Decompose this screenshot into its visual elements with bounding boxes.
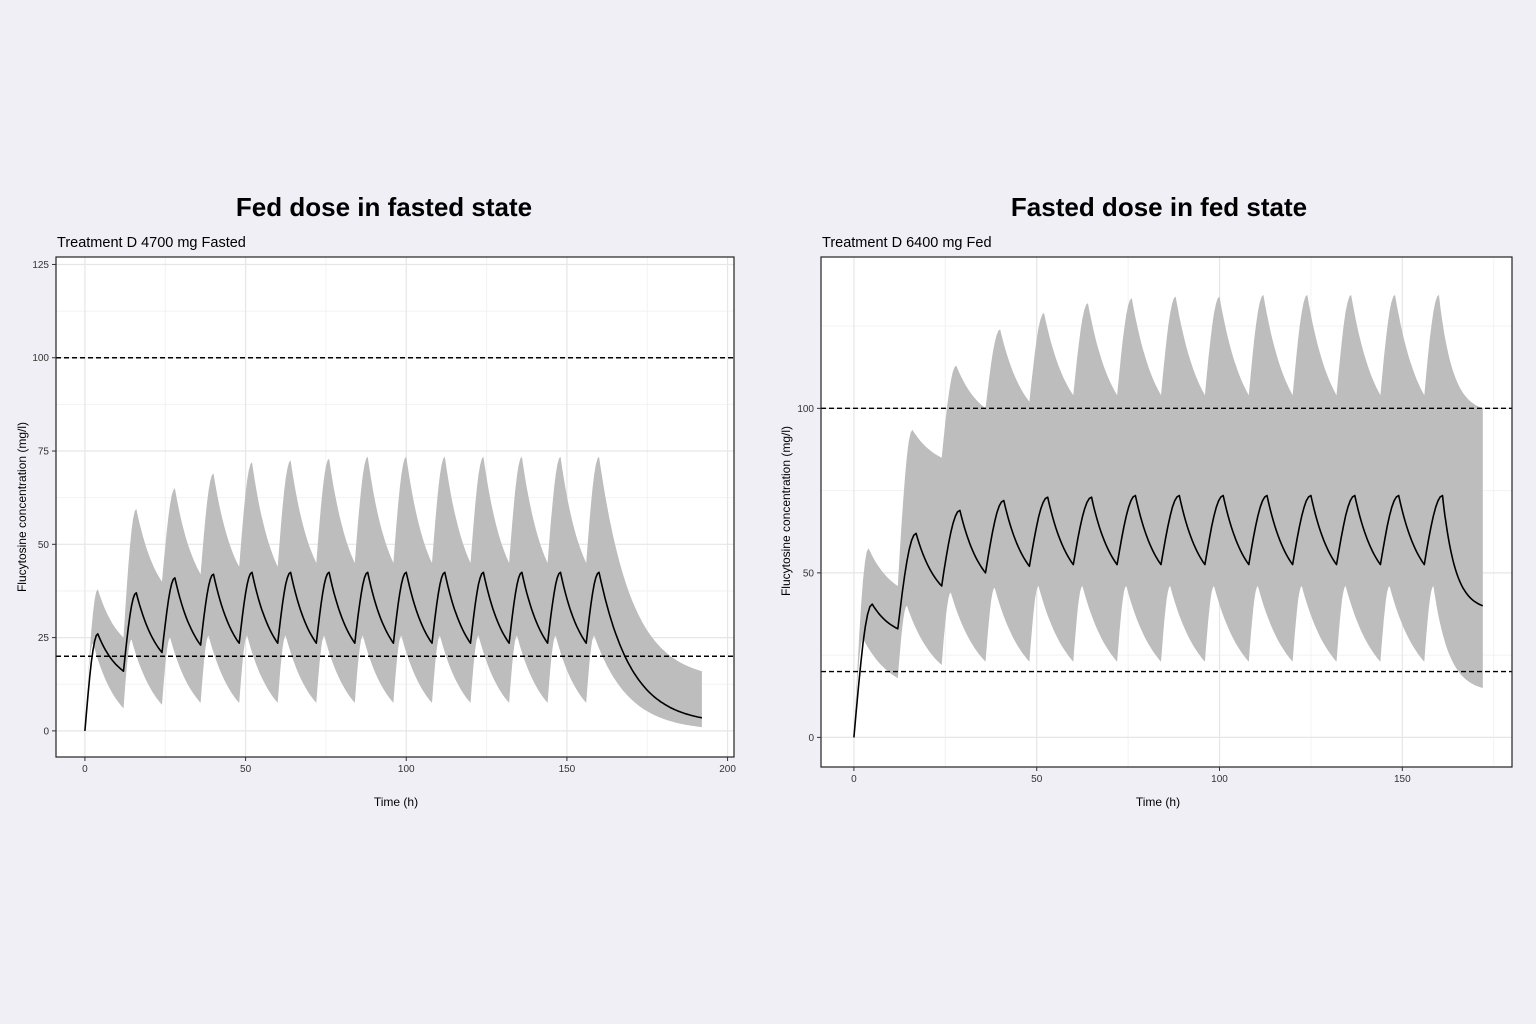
- plot-border: [55, 256, 735, 758]
- median-line: [853, 494, 1484, 738]
- x-tick-label: 0: [82, 764, 88, 775]
- x-tick-label: 200: [719, 764, 736, 775]
- chart-1-y-axis-label: Flucytosine concentration (mg/l): [15, 422, 29, 592]
- chart-2-plot: 0 50 100 150 0 50 100: [797, 256, 1513, 785]
- y-tick-label: 75: [38, 447, 50, 458]
- x-tick-label: 150: [559, 764, 576, 775]
- y-tick-label: 100: [32, 353, 49, 364]
- chart-1-x-axis-label: Time (h): [374, 795, 418, 809]
- chart-2-title: Fasted dose in fed state: [1011, 192, 1307, 222]
- chart-1-subtitle: Treatment D 4700 mg Fasted: [57, 235, 246, 251]
- chart-2-subtitle: Treatment D 6400 mg Fed: [822, 235, 992, 251]
- x-tick-label: 0: [851, 774, 857, 785]
- x-tick-label: 50: [1031, 774, 1043, 785]
- x-tick-label: 100: [398, 764, 415, 775]
- chart-1-plot: 0 50 100 150 200 0 25 50 75 100 125: [32, 256, 736, 775]
- chart-1-title: Fed dose in fasted state: [236, 192, 532, 222]
- y-tick-label: 50: [803, 568, 815, 579]
- x-tick-label: 100: [1211, 774, 1228, 785]
- y-tick-label: 0: [43, 726, 49, 737]
- x-tick-label: 150: [1394, 774, 1411, 785]
- median-line: [84, 571, 703, 731]
- x-tick-label: 50: [240, 764, 252, 775]
- plot-border: [820, 256, 1513, 768]
- y-tick-label: 0: [808, 733, 814, 744]
- prediction-band: [853, 294, 1483, 738]
- y-tick-label: 50: [38, 540, 50, 551]
- prediction-band: [84, 456, 702, 731]
- y-tick-label: 100: [797, 404, 814, 415]
- chart-2-y-axis-label: Flucytosine concentration (mg/l): [779, 426, 793, 596]
- chart-2-x-axis-label: Time (h): [1136, 795, 1180, 809]
- y-tick-label: 25: [38, 633, 50, 644]
- y-tick-label: 125: [32, 260, 49, 271]
